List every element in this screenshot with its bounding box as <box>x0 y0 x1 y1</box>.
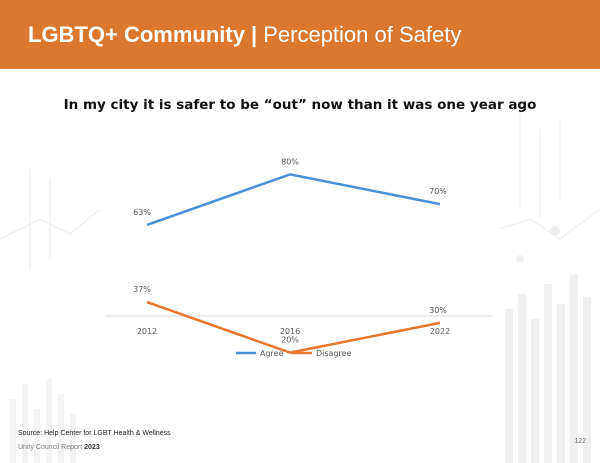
header-title: LGBTQ+ Community | <box>28 21 258 47</box>
series-line-agree <box>146 173 441 227</box>
x-tick-label: 2022 <box>430 327 450 336</box>
data-label: 37% <box>133 285 151 294</box>
x-tick-label: 2012 <box>137 327 157 336</box>
background-chart-art <box>0 109 600 463</box>
data-label: 80% <box>281 157 299 166</box>
legend-label: Disagree <box>316 349 352 358</box>
report-title: Unity Council Report <box>18 444 83 451</box>
data-label: 20% <box>281 336 299 345</box>
data-label: 70% <box>429 187 447 196</box>
header-subtitle: Perception of Safety <box>263 21 462 47</box>
data-label: 63% <box>133 208 151 217</box>
series-line-disagree <box>146 300 441 354</box>
legend-label: Agree <box>260 349 284 358</box>
page-header: LGBTQ+ Community | Perception of Safety <box>0 0 600 69</box>
report-year: 2023 <box>84 444 100 451</box>
chart-title: In my city it is safer to be “out” now t… <box>63 97 537 113</box>
source-note: Source: Help Center for LGBT Health & We… <box>18 430 171 437</box>
page-number: 122 <box>574 438 586 445</box>
report-name: Unity Council Report 2023 <box>18 444 100 451</box>
data-label: 30% <box>429 306 447 315</box>
x-tick-label: 2016 <box>280 327 300 336</box>
